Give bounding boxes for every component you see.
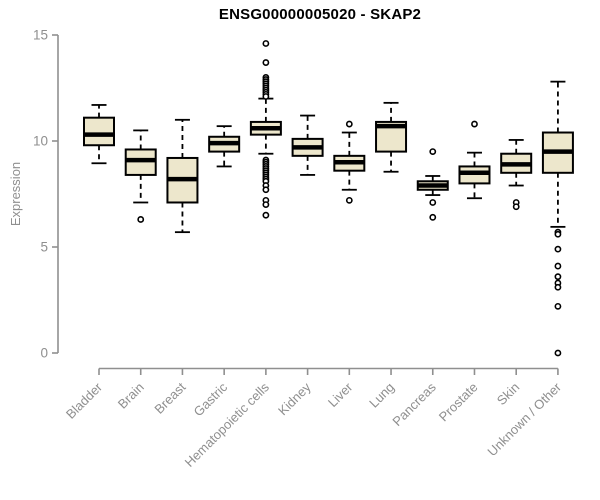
outlier-point: [262, 201, 270, 208]
x-tick-label-breast: Breast: [151, 379, 188, 416]
outlier-point: [345, 120, 353, 128]
y-tick-label: 5: [40, 240, 48, 255]
outlier-point: [262, 93, 270, 100]
outlier-point: [554, 245, 562, 253]
y-tick-label: 10: [33, 134, 48, 149]
outlier-point: [345, 196, 353, 204]
box-gastric: [208, 125, 241, 168]
x-tick-label-lung: Lung: [366, 380, 397, 411]
y-tick-label: 0: [40, 346, 48, 361]
outlier-point: [429, 148, 437, 155]
outlier-point: [554, 273, 562, 281]
iqr-box: [83, 116, 115, 147]
box-prostate: [458, 120, 491, 200]
box-lung: [375, 101, 408, 173]
box-skin: [500, 139, 533, 211]
x-tick-label-brain: Brain: [115, 380, 147, 412]
outlier-point: [554, 262, 562, 270]
outlier-point: [554, 283, 562, 291]
y-axis: 0 5 10 15: [33, 28, 59, 361]
box-brain: [124, 129, 157, 223]
x-tick-label-skin: Skin: [494, 380, 522, 408]
box-unknown-other: [541, 80, 574, 357]
box-breast: [166, 118, 199, 234]
x-tick-label-prostate: Prostate: [436, 380, 481, 425]
outlier-point: [471, 120, 478, 128]
x-tick-label-unknown-other: Unknown / Other: [484, 379, 564, 459]
outlier-point: [512, 203, 520, 211]
outlier-point: [262, 211, 270, 219]
outlier-point: [554, 349, 562, 357]
x-tick-label-kidney: Kidney: [275, 379, 314, 418]
box-kidney: [291, 114, 324, 176]
box-hematopoietic-cells: [249, 40, 282, 219]
outlier-point: [554, 230, 562, 238]
box-liver: [333, 120, 366, 204]
box-bladder: [83, 104, 115, 165]
chart-title: ENSG00000005020 - SKAP2: [218, 6, 422, 23]
outlier-point: [262, 186, 270, 194]
x-tick-label-liver: Liver: [325, 379, 356, 410]
outlier-point: [554, 302, 562, 310]
x-tick-label-pancreas: Pancreas: [389, 379, 439, 429]
box-pancreas: [416, 148, 449, 221]
x-tick-label-bladder: Bladder: [63, 379, 106, 422]
y-tick-label: 15: [33, 28, 48, 43]
outlier-point: [429, 213, 437, 221]
outlier-point: [262, 59, 270, 66]
x-tick-label-gastric: Gastric: [191, 379, 231, 419]
outlier-point: [262, 40, 270, 47]
outlier-point: [429, 199, 437, 206]
outlier-point: [137, 216, 145, 223]
